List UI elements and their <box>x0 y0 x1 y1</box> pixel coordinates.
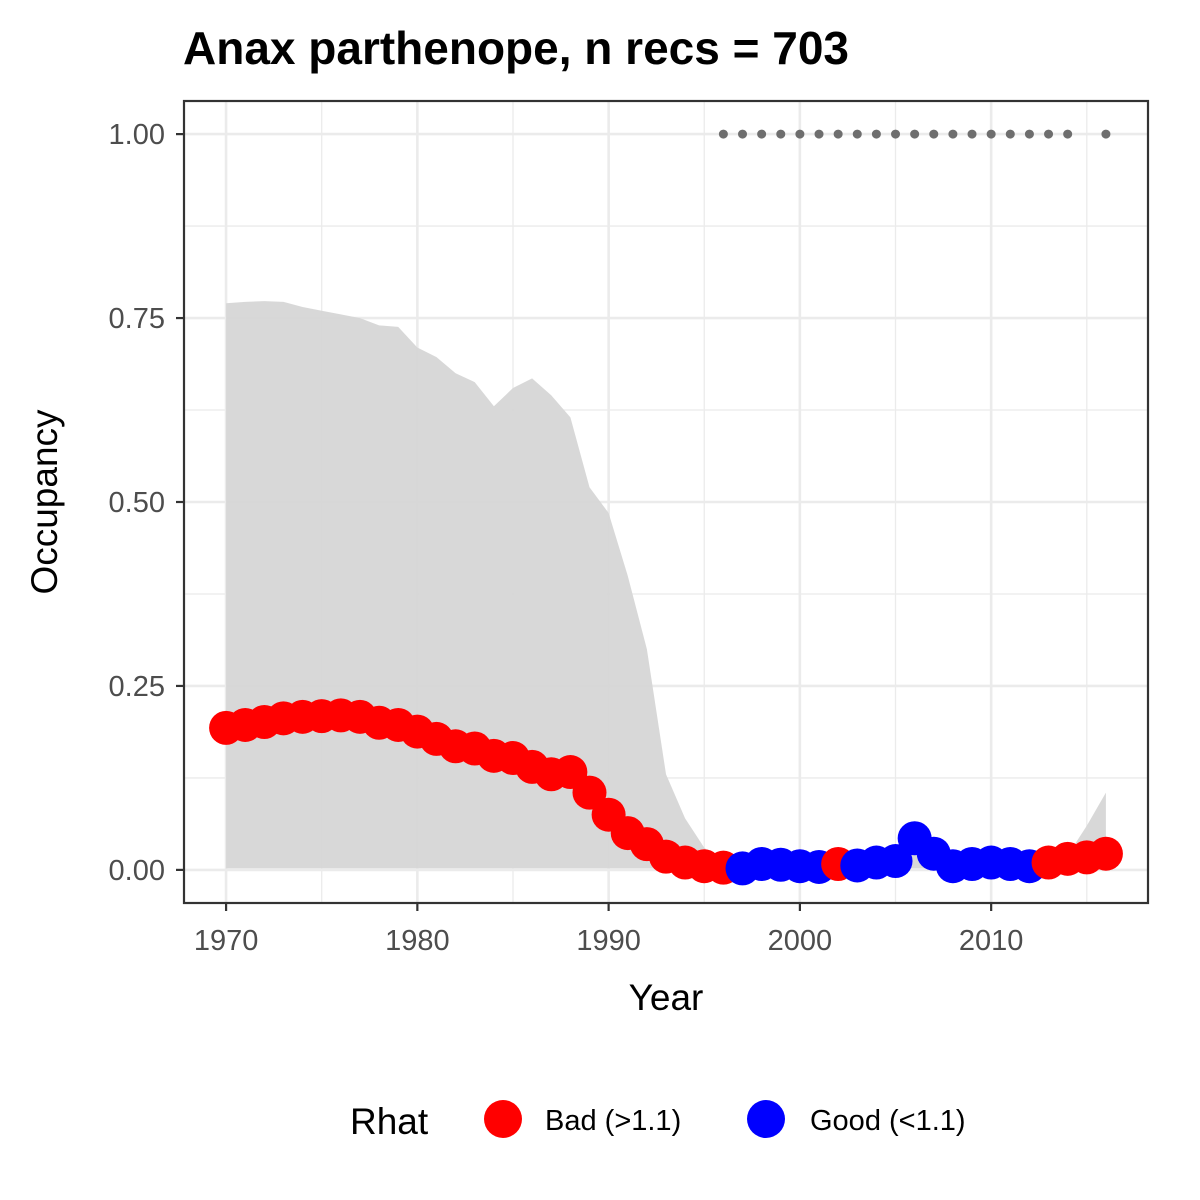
legend-key-bad <box>484 1100 522 1138</box>
y-axis-title: Occupancy <box>24 409 65 595</box>
record-year-dot <box>852 129 862 139</box>
x-tick-label: 1990 <box>576 925 641 957</box>
record-year-dot <box>967 129 977 139</box>
record-year-dot <box>1024 129 1034 139</box>
record-year-dot <box>738 129 748 139</box>
x-tick-label: 1970 <box>194 925 259 957</box>
record-year-dot <box>795 129 805 139</box>
y-tick-label: 0.75 <box>109 303 165 335</box>
legend: Rhat Bad (>1.1) Good (<1.1) <box>350 1100 966 1142</box>
x-tick-label: 2000 <box>768 925 833 957</box>
record-year-dot <box>1101 129 1111 139</box>
record-year-dot <box>929 129 939 139</box>
x-tick-label: 1980 <box>385 925 450 957</box>
record-year-dot <box>718 129 728 139</box>
chart-title: Anax parthenope, n recs = 703 <box>183 22 849 74</box>
legend-key-good <box>747 1100 785 1138</box>
record-year-dot <box>1044 129 1054 139</box>
record-year-dot <box>757 129 767 139</box>
record-year-dot <box>1005 129 1015 139</box>
x-axis-title: Year <box>629 977 704 1018</box>
y-tick-label: 0.25 <box>109 671 165 703</box>
occupancy-points-layer <box>209 698 1123 886</box>
x-tick-label: 2010 <box>959 925 1024 957</box>
record-year-dot <box>910 129 920 139</box>
y-tick-label: 0.00 <box>109 855 165 887</box>
record-year-dot <box>986 129 996 139</box>
record-year-dot <box>891 129 901 139</box>
record-year-dot <box>1063 129 1073 139</box>
record-year-dot <box>871 129 881 139</box>
legend-title: Rhat <box>350 1101 429 1142</box>
y-tick-label: 0.50 <box>109 487 165 519</box>
record-year-dot <box>814 129 824 139</box>
axes-layer: 1970 1980 1990 2000 2010 0.00 0.25 0.50 0.75 1.00 <box>109 119 1024 957</box>
credible-interval-ribbon <box>226 301 1106 869</box>
record-year-dot <box>833 129 843 139</box>
occupancy-point <box>572 775 607 810</box>
record-year-dot <box>948 129 958 139</box>
occupancy-point <box>878 844 913 879</box>
y-tick-label: 1.00 <box>109 119 165 151</box>
occupancy-point <box>1088 836 1123 871</box>
credible-interval-layer <box>226 301 1106 869</box>
legend-label-bad: Bad (>1.1) <box>545 1105 681 1137</box>
record-years-layer <box>718 129 1111 139</box>
legend-label-good: Good (<1.1) <box>810 1105 966 1137</box>
record-year-dot <box>776 129 786 139</box>
